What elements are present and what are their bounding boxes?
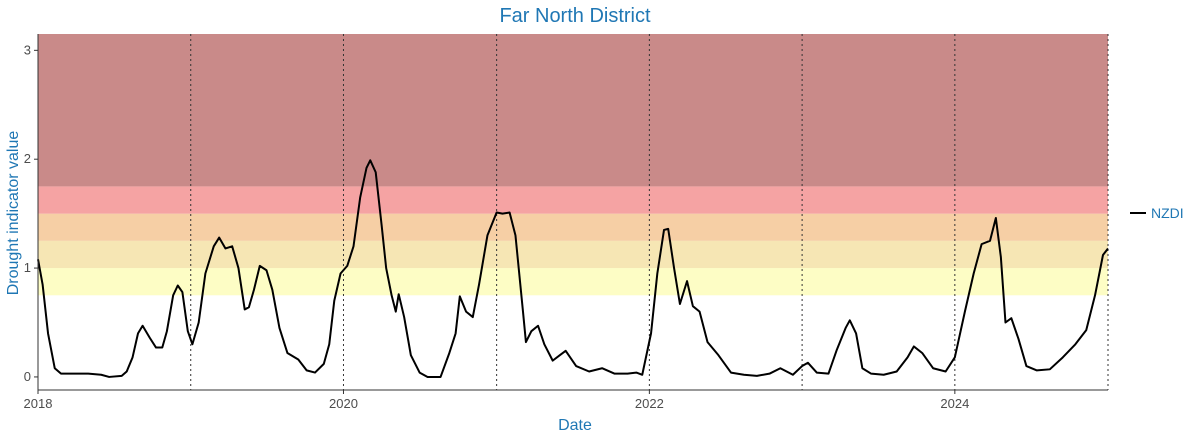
- drought-band-4: [38, 34, 1108, 187]
- y-tick-label-2: 2: [24, 151, 31, 166]
- y-tick-label-3: 3: [24, 42, 31, 57]
- drought-band-2: [38, 213, 1108, 241]
- year-gridlines: [190, 34, 1109, 390]
- legend-label-nzdi: NZDI: [1151, 205, 1184, 221]
- drought-bands: [38, 34, 1108, 296]
- x-tick-label-2018: 2018: [24, 396, 53, 411]
- drought-band-1: [38, 240, 1108, 269]
- y-tick-label-0: 0: [24, 369, 31, 384]
- drought-band-0: [38, 268, 1108, 296]
- series-line-nzdi: [37, 159, 1109, 378]
- y-axis-ticks: 0 1 2 3: [24, 42, 38, 384]
- x-axis-ticks: 2018 2020 2022 2024: [24, 390, 969, 411]
- axes: [37, 34, 1108, 391]
- y-axis-title: Drought indicator value: [5, 131, 22, 296]
- x-tick-label-2022: 2022: [635, 396, 664, 411]
- x-axis-title: Date: [558, 417, 592, 434]
- x-tick-label-2020: 2020: [329, 396, 358, 411]
- y-tick-label-1: 1: [24, 260, 31, 275]
- legend: NZDI: [1130, 205, 1184, 221]
- x-tick-label-2024: 2024: [940, 396, 969, 411]
- series-layer: [37, 159, 1109, 378]
- chart-title: Far North District: [499, 5, 651, 27]
- drought-band-3: [38, 186, 1108, 214]
